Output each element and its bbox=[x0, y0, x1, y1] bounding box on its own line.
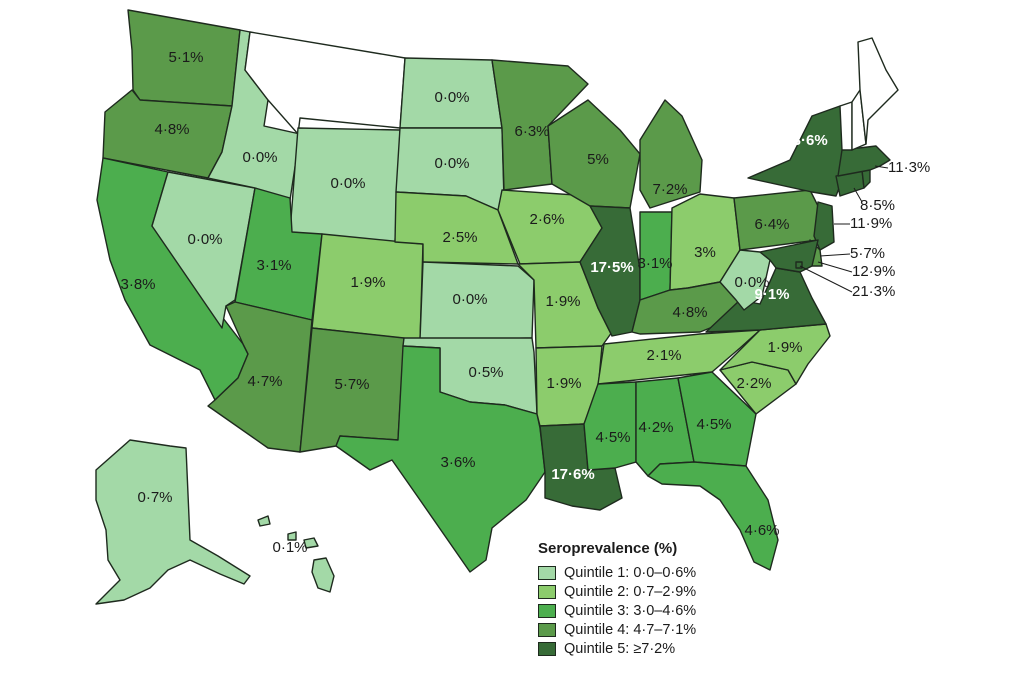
leader-line-DC bbox=[799, 265, 853, 293]
state-label-MA: 11·3% bbox=[888, 159, 930, 176]
state-label-TN: 2·1% bbox=[646, 347, 681, 364]
state-label-MO: 1·9% bbox=[545, 293, 580, 310]
state-label-WV: 0·0% bbox=[734, 274, 769, 291]
legend-item-q5: Quintile 5: ≥7·2% bbox=[538, 639, 788, 658]
state-ME[interactable] bbox=[857, 37, 899, 145]
legend-label: Quintile 3: 3·0–4·6% bbox=[564, 602, 697, 619]
state-FL[interactable] bbox=[647, 461, 779, 571]
state-GA[interactable] bbox=[677, 371, 757, 467]
state-label-FL: 4·6% bbox=[744, 522, 779, 539]
state-HI[interactable] bbox=[257, 515, 335, 593]
legend-item-q3: Quintile 3: 3·0–4·6% bbox=[538, 601, 788, 620]
leader-line-MA bbox=[874, 165, 889, 169]
state-label-MI: 7·2% bbox=[652, 181, 687, 198]
state-label-NC: 1·9% bbox=[767, 339, 802, 356]
state-RI[interactable] bbox=[861, 169, 871, 189]
legend-swatch bbox=[538, 584, 556, 599]
state-label-DE: 5·7% bbox=[850, 245, 885, 262]
state-label-OR: 4·8% bbox=[154, 121, 189, 138]
state-MI[interactable] bbox=[639, 99, 703, 209]
legend-swatch bbox=[538, 622, 556, 637]
state-VT[interactable] bbox=[839, 101, 853, 151]
state-WI[interactable] bbox=[547, 99, 641, 209]
legend-swatch bbox=[538, 565, 556, 580]
state-label-IN: 3·1% bbox=[637, 255, 672, 272]
state-label-AL: 4·2% bbox=[638, 419, 673, 436]
state-label-WA: 5·1% bbox=[168, 49, 203, 66]
state-label-ND: 0·0% bbox=[434, 89, 469, 106]
state-label-UT: 3·1% bbox=[256, 257, 291, 274]
state-label-GA: 4·5% bbox=[696, 416, 731, 433]
legend-label: Quintile 5: ≥7·2% bbox=[564, 640, 676, 657]
state-label-AZ: 4·7% bbox=[247, 373, 282, 390]
legend-title: Seroprevalence (%) bbox=[538, 540, 678, 557]
state-TX[interactable] bbox=[335, 345, 546, 573]
state-label-CT: 8·5% bbox=[860, 197, 895, 214]
legend-swatch bbox=[538, 641, 556, 656]
state-label-VA: 9·1% bbox=[754, 286, 789, 303]
state-label-KY: 4·8% bbox=[672, 304, 707, 321]
legend-label: Quintile 4: 4·7–7·1% bbox=[564, 621, 697, 638]
state-label-NJ: 11·9% bbox=[850, 215, 892, 232]
state-label-IA: 2·6% bbox=[529, 211, 564, 228]
state-label-OK: 0·5% bbox=[468, 364, 503, 381]
state-label-LA: 17·6% bbox=[551, 466, 594, 483]
state-label-CA: 3·8% bbox=[120, 276, 155, 293]
state-NJ[interactable] bbox=[813, 201, 835, 251]
state-KS[interactable] bbox=[419, 261, 535, 341]
state-label-NE: 2·5% bbox=[442, 229, 477, 246]
legend-item-q2: Quintile 2: 0·7–2·9% bbox=[538, 582, 788, 601]
state-MD[interactable] bbox=[759, 239, 819, 273]
legend-label: Quintile 2: 0·7–2·9% bbox=[564, 583, 697, 600]
state-AK[interactable] bbox=[95, 439, 251, 605]
legend-item-q4: Quintile 4: 4·7–7·1% bbox=[538, 620, 788, 639]
legend-label: Quintile 1: 0·0–0·6% bbox=[564, 564, 697, 581]
state-label-NV: 0·0% bbox=[187, 231, 222, 248]
state-label-OH: 3% bbox=[694, 244, 716, 261]
state-label-HI: 0·1% bbox=[272, 539, 307, 556]
leader-line-MD bbox=[817, 261, 853, 273]
state-label-AR: 1·9% bbox=[546, 375, 581, 392]
state-label-WI: 5% bbox=[587, 151, 609, 168]
state-label-MS: 4·5% bbox=[595, 429, 630, 446]
state-NE[interactable] bbox=[394, 191, 519, 265]
state-label-NY: 33·6% bbox=[784, 132, 827, 149]
legend: Seroprevalence (%) Quintile 1: 0·0–0·6% Q… bbox=[538, 540, 788, 658]
legend-swatch bbox=[538, 603, 556, 618]
state-label-AK: 0·7% bbox=[137, 489, 172, 506]
state-WV[interactable] bbox=[719, 249, 771, 311]
state-NY[interactable] bbox=[747, 105, 847, 197]
state-label-CO: 1·9% bbox=[350, 274, 385, 291]
state-MA[interactable] bbox=[837, 145, 891, 177]
state-label-PA: 6·4% bbox=[754, 216, 789, 233]
state-label-MD: 12·9% bbox=[852, 263, 895, 280]
state-label-IL: 17·5% bbox=[590, 259, 633, 276]
state-label-NM: 5·7% bbox=[334, 376, 369, 393]
state-label-WY: 0·0% bbox=[330, 175, 365, 192]
leader-line-CT bbox=[853, 187, 863, 203]
state-label-KS: 0·0% bbox=[452, 291, 487, 308]
legend-item-q1: Quintile 1: 0·0–0·6% bbox=[538, 563, 788, 582]
state-label-ID: 0·0% bbox=[242, 149, 277, 166]
state-MT[interactable] bbox=[244, 31, 406, 135]
state-label-MN: 6·3% bbox=[514, 123, 549, 140]
state-label-DC: 21·3% bbox=[852, 283, 895, 300]
state-label-TX: 3·6% bbox=[440, 454, 475, 471]
leader-line-DE bbox=[819, 253, 851, 257]
state-label-SC: 2·2% bbox=[736, 375, 771, 392]
state-label-SD: 0·0% bbox=[434, 155, 469, 172]
state-IL[interactable] bbox=[579, 205, 641, 337]
